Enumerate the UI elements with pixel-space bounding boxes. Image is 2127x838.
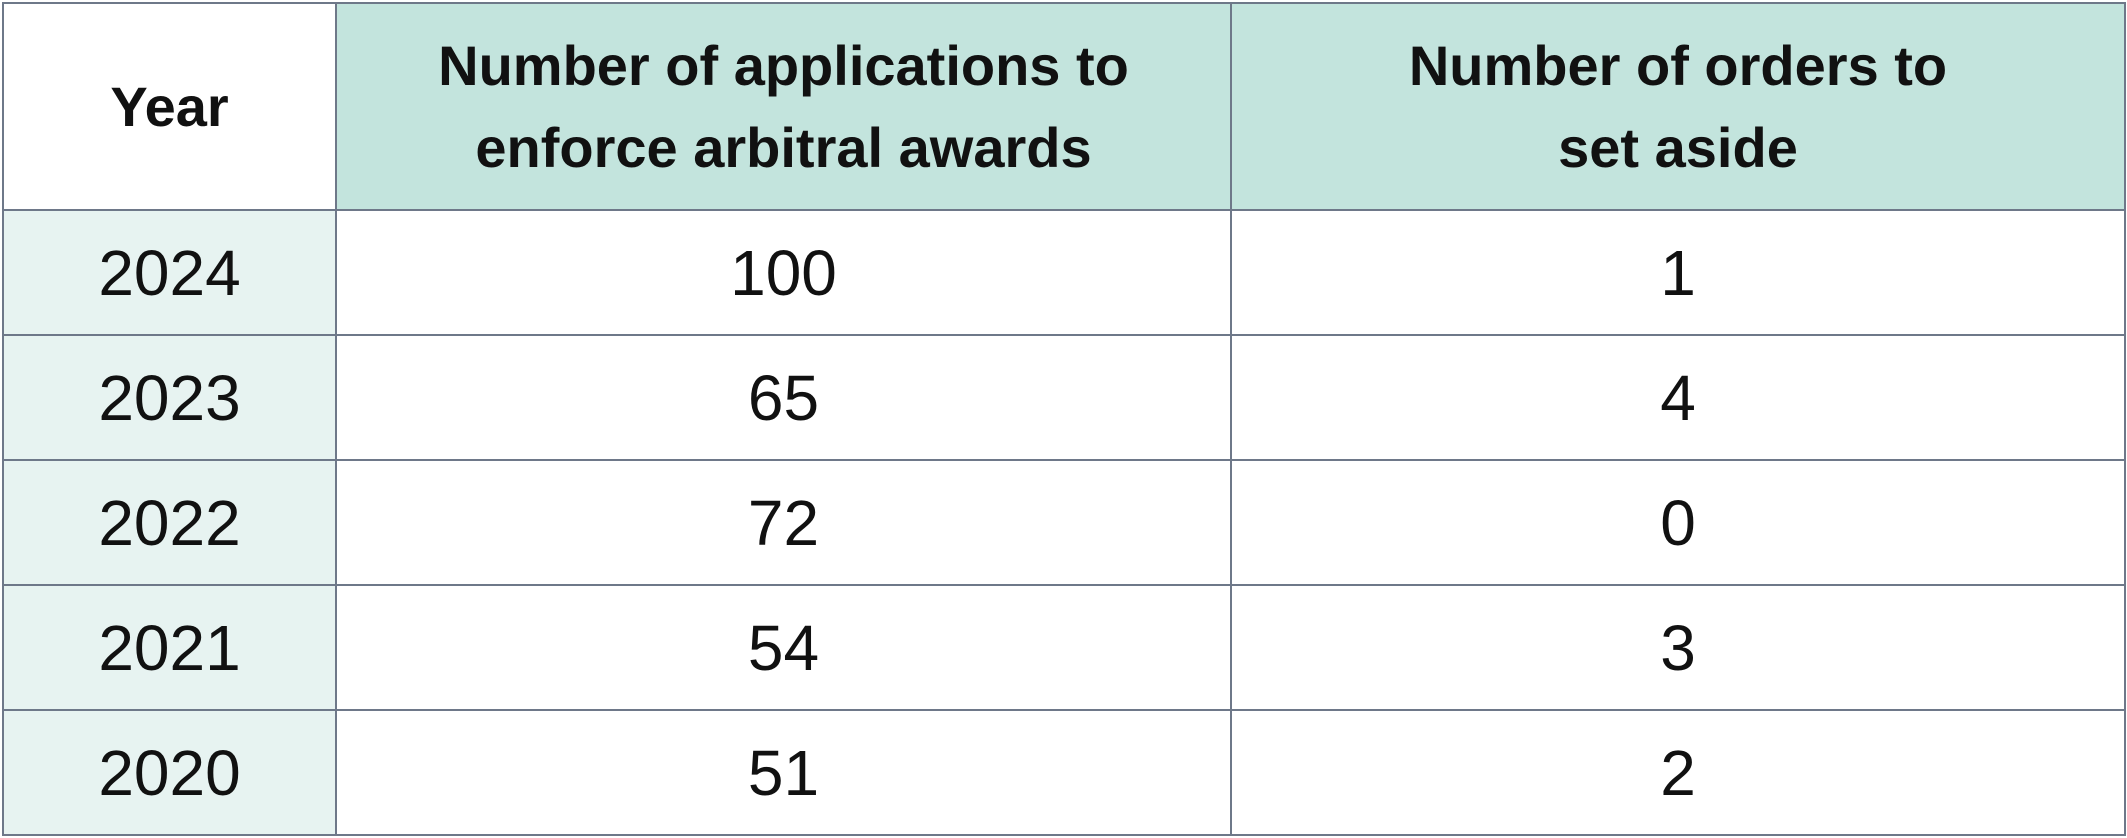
header-cell: Number of applications to enforce arbitra… bbox=[335, 2, 1232, 211]
table-row: 2022 72 0 bbox=[2, 459, 2126, 586]
table-row: 2023 65 4 bbox=[2, 334, 2126, 461]
table-row: 2020 51 2 bbox=[2, 709, 2126, 836]
value-cell: 3 bbox=[1230, 584, 2126, 711]
header-cell: Number of orders to set aside bbox=[1230, 2, 2126, 211]
value-cell: 65 bbox=[335, 334, 1232, 461]
table-row: 2021 54 3 bbox=[2, 584, 2126, 711]
value-cell: 72 bbox=[335, 459, 1232, 586]
table-row: 2024 100 1 bbox=[2, 209, 2126, 336]
value-cell: 51 bbox=[335, 709, 1232, 836]
year-cell: 2021 bbox=[2, 584, 337, 711]
value-cell: 1 bbox=[1230, 209, 2126, 336]
header-line: Number of applications to bbox=[438, 33, 1129, 97]
value-cell: 2 bbox=[1230, 709, 2126, 836]
year-cell: 2020 bbox=[2, 709, 337, 836]
header-line: Number of orders to bbox=[1408, 33, 1948, 97]
header-line: enforce arbitral awards bbox=[475, 115, 1092, 179]
table-body: 2024 100 1 2023 65 4 2022 72 0 2021 54 3 2020 51 2 bbox=[2, 209, 2126, 836]
header-cell: Year bbox=[2, 2, 337, 211]
year-cell: 2022 bbox=[2, 459, 337, 586]
value-cell: 4 bbox=[1230, 334, 2126, 461]
year-cell: 2023 bbox=[2, 334, 337, 461]
value-cell: 0 bbox=[1230, 459, 2126, 586]
value-cell: 100 bbox=[335, 209, 1232, 336]
year-cell: 2024 bbox=[2, 209, 337, 336]
value-cell: 54 bbox=[335, 584, 1232, 711]
header-row: Year Number of applications to enforce arb… bbox=[2, 2, 2126, 211]
header-line: set aside bbox=[1558, 115, 1798, 179]
